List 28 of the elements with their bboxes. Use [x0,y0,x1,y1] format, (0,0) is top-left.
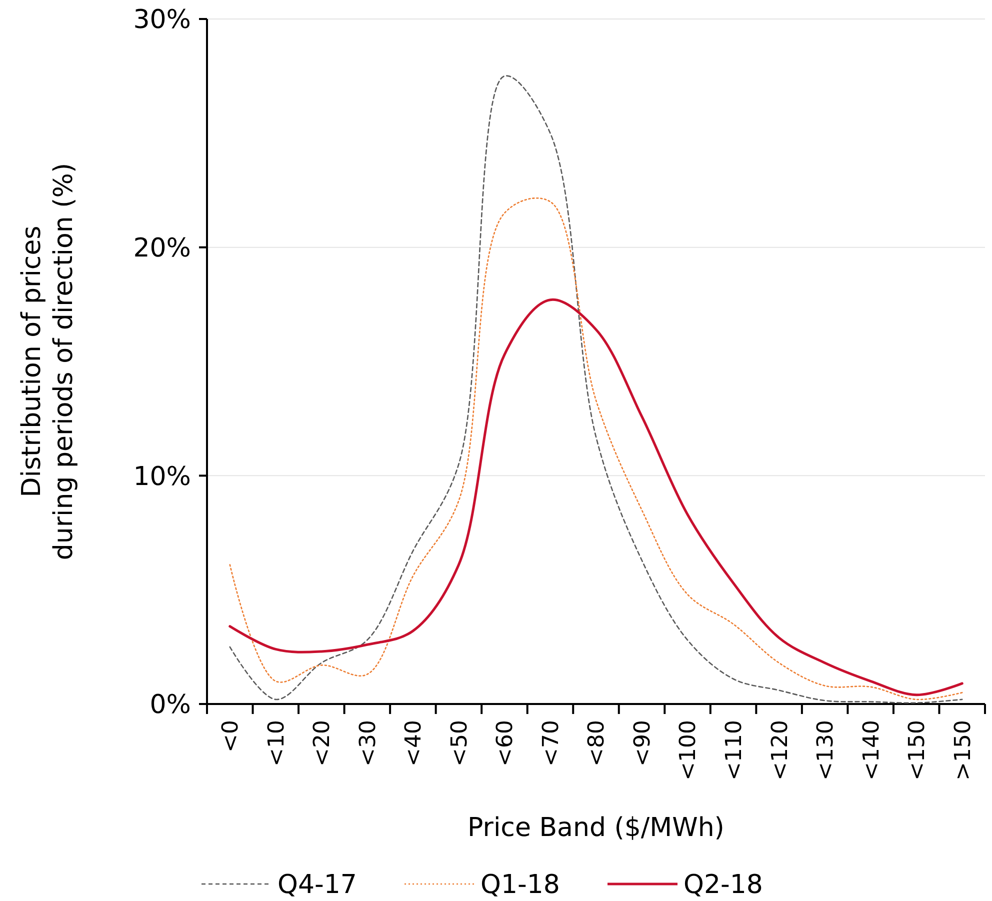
x-tick-label: <90 [630,720,656,766]
x-tick-label: <20 [310,720,336,766]
x-tick-label: <120 [768,720,793,780]
x-tick-label: <50 [447,720,472,766]
x-tick-label: <80 [584,720,610,766]
x-tick-label: <60 [493,720,518,766]
y-tick-label: 20% [133,233,191,264]
x-tick-label: <110 [722,720,747,780]
line-series [228,298,964,696]
legend-label: Q1-18 [480,870,560,900]
y-axis-title: Distribution of prices during periods of direction (%) [17,162,79,560]
y-tick-label: 0% [150,690,191,720]
x-tick-label: <40 [402,720,427,766]
line-series [229,75,963,704]
legend-label: Q4-17 [278,870,357,900]
x-axis-title: Price Band ($/MWh) [468,813,724,843]
y-tick-label: 10% [133,462,191,492]
x-tick-label: <10 [264,720,290,766]
y-tick-label: 30% [133,5,191,36]
x-tick-label: <70 [538,720,564,766]
x-tick-label: <130 [814,720,839,780]
x-tick-label: >150 [950,720,976,780]
legend-label: Q2-18 [684,870,763,900]
x-tick-label: <140 [859,720,884,780]
x-tick-label: <0 [218,720,244,752]
x-tick-label: <100 [676,720,702,780]
x-tick-label: <150 [905,720,930,780]
x-tick-label: <30 [356,720,381,766]
